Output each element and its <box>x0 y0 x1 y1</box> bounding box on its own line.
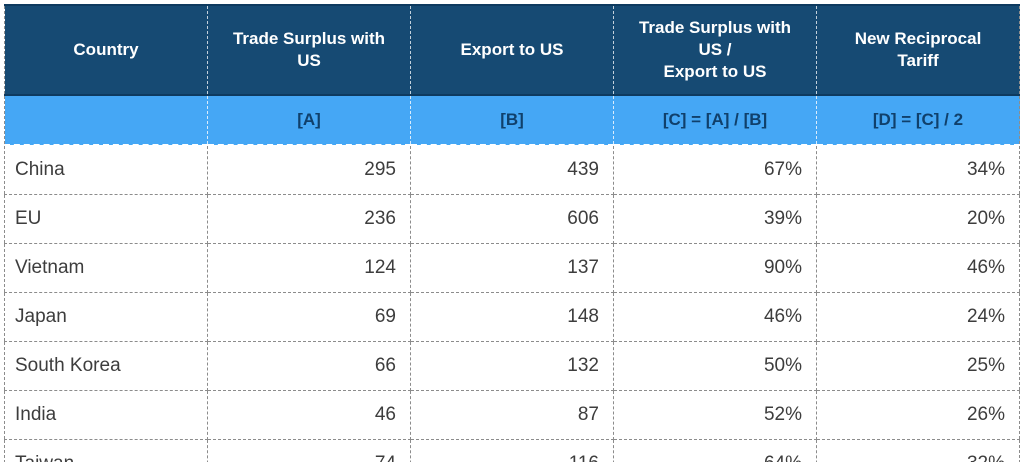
cell-new-tariff: 24% <box>816 292 1020 342</box>
cell-trade-surplus: 295 <box>207 145 411 195</box>
cell-country: China <box>4 145 208 195</box>
cell-new-tariff: 20% <box>816 194 1020 244</box>
table-row-south-korea: South Korea 66 132 50% 25% <box>4 341 1020 391</box>
table-row-taiwan: Taiwan 74 116 64% 32% <box>4 439 1020 462</box>
cell-trade-surplus: 46 <box>207 390 411 440</box>
cell-export: 116 <box>410 439 614 462</box>
cell-trade-surplus: 124 <box>207 243 411 293</box>
header-cell-trade-surplus: Trade Surplus with US <box>207 5 411 96</box>
subheader-cell-d: [D] = [C] / 2 <box>816 95 1020 146</box>
header-cell-ratio: Trade Surplus with US / Export to US <box>613 5 817 96</box>
cell-trade-surplus: 236 <box>207 194 411 244</box>
cell-trade-surplus: 66 <box>207 341 411 391</box>
header-cell-country: Country <box>4 5 208 96</box>
cell-ratio: 90% <box>613 243 817 293</box>
cell-export: 439 <box>410 145 614 195</box>
cell-export: 606 <box>410 194 614 244</box>
table-row-india: India 46 87 52% 26% <box>4 390 1020 440</box>
cell-ratio: 46% <box>613 292 817 342</box>
cell-ratio: 39% <box>613 194 817 244</box>
cell-new-tariff: 46% <box>816 243 1020 293</box>
subheader-cell-a: [A] <box>207 95 411 146</box>
cell-country: Japan <box>4 292 208 342</box>
table-row-china: China 295 439 67% 34% <box>4 145 1020 195</box>
cell-export: 87 <box>410 390 614 440</box>
cell-ratio: 52% <box>613 390 817 440</box>
cell-ratio: 64% <box>613 439 817 462</box>
subheader-cell-c: [C] = [A] / [B] <box>613 95 817 146</box>
subheader-cell-country <box>4 95 208 146</box>
cell-export: 148 <box>410 292 614 342</box>
cell-country: EU <box>4 194 208 244</box>
header-cell-export: Export to US <box>410 5 614 96</box>
header-cell-new-tariff: New Reciprocal Tariff <box>816 5 1020 96</box>
cell-trade-surplus: 74 <box>207 439 411 462</box>
cell-ratio: 50% <box>613 341 817 391</box>
cell-ratio: 67% <box>613 145 817 195</box>
cell-trade-surplus: 69 <box>207 292 411 342</box>
cell-country: Taiwan <box>4 439 208 462</box>
cell-country: Vietnam <box>4 243 208 293</box>
cell-country: India <box>4 390 208 440</box>
cell-export: 137 <box>410 243 614 293</box>
reciprocal-tariff-table: Country Trade Surplus with US Export to … <box>4 4 1020 462</box>
table-row-vietnam: Vietnam 124 137 90% 46% <box>4 243 1020 293</box>
header-row: Country Trade Surplus with US Export to … <box>4 5 1020 96</box>
table-row-japan: Japan 69 148 46% 24% <box>4 292 1020 342</box>
formula-subheader-row: [A] [B] [C] = [A] / [B] [D] = [C] / 2 <box>4 95 1020 146</box>
subheader-cell-b: [B] <box>410 95 614 146</box>
cell-new-tariff: 26% <box>816 390 1020 440</box>
cell-export: 132 <box>410 341 614 391</box>
cell-new-tariff: 25% <box>816 341 1020 391</box>
cell-new-tariff: 34% <box>816 145 1020 195</box>
cell-new-tariff: 32% <box>816 439 1020 462</box>
cell-country: South Korea <box>4 341 208 391</box>
table-row-eu: EU 236 606 39% 20% <box>4 194 1020 244</box>
